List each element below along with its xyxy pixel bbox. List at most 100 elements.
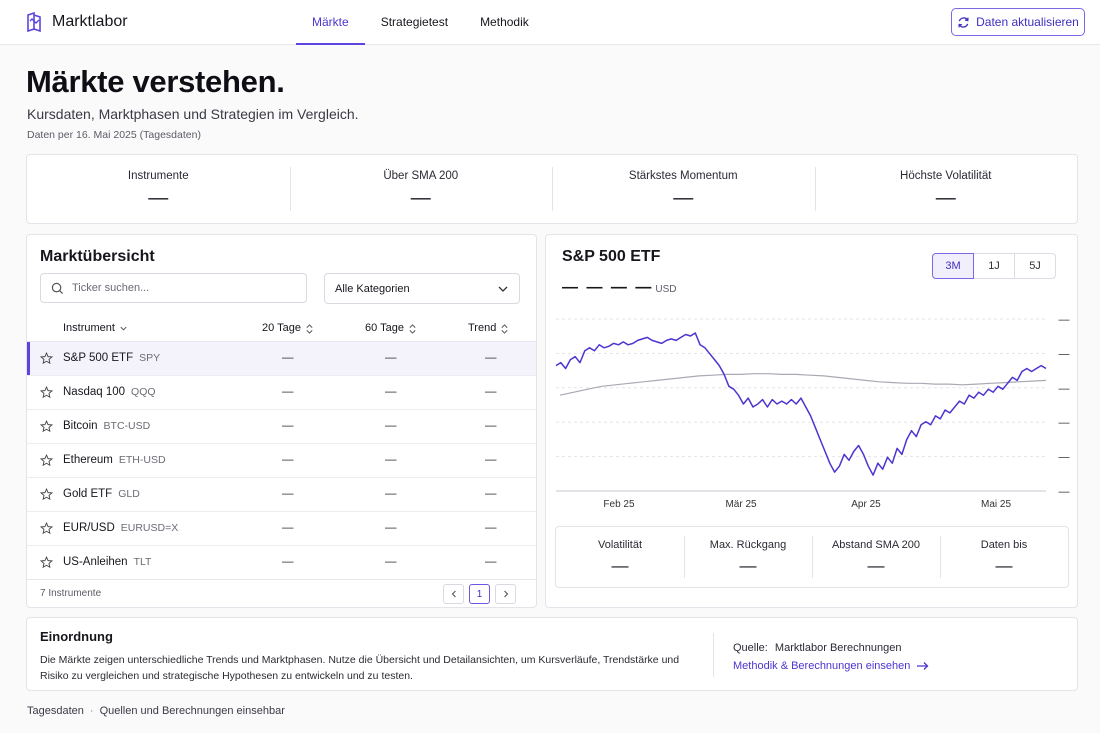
col-20-tage[interactable]: 20 Tage	[262, 315, 314, 342]
market-overview-panel: Marktübersicht Alle Kategorien Instrumen…	[26, 234, 537, 608]
kpi-label: Höchste Volatilität	[900, 170, 992, 182]
x-tick-label: Feb 25	[603, 499, 635, 510]
refresh-label: Daten aktualisieren	[976, 15, 1079, 29]
next-page-button[interactable]	[495, 584, 516, 604]
footer-sources: Quellen und Berechnungen einsehbar	[99, 705, 285, 717]
col-label: Instrument	[63, 322, 115, 334]
stat-daten-bis: Daten bis —	[940, 527, 1068, 587]
chevron-down-icon	[498, 286, 508, 292]
logo-icon	[27, 12, 41, 32]
nav-tabs: Märkte Strategietest Methodik	[296, 0, 545, 45]
tab-maerkte[interactable]: Märkte	[296, 0, 365, 45]
y-tick-label: —	[1059, 452, 1070, 464]
range-1j-button[interactable]: 1J	[973, 253, 1015, 279]
tab-strategietest[interactable]: Strategietest	[380, 15, 449, 29]
cell-20-tage: —	[282, 454, 294, 466]
chevron-right-icon	[503, 590, 508, 598]
x-tick-label: Apr 25	[851, 499, 881, 510]
price-currency: USD	[655, 284, 677, 295]
cell-trend: —	[485, 454, 497, 466]
cell-60-tage: —	[385, 386, 397, 398]
category-select[interactable]: Alle Kategorien	[324, 273, 520, 304]
sort-icon	[306, 323, 313, 334]
cell-60-tage: —	[385, 522, 397, 534]
col-label: Trend	[468, 322, 497, 334]
y-tick-label: —	[1059, 486, 1070, 498]
instrument-count: 7 Instrumente	[40, 588, 102, 599]
cell-20-tage: —	[282, 386, 294, 398]
stat-value: —	[611, 556, 629, 575]
brand-name: Marktlabor	[52, 13, 128, 30]
col-trend[interactable]: Trend	[468, 315, 509, 342]
col-label: 60 Tage	[365, 322, 404, 334]
page-button-1[interactable]: 1	[469, 584, 490, 604]
stat-label: Max. Rückgang	[709, 539, 787, 551]
y-tick-label: —	[1059, 417, 1070, 429]
table-row[interactable]: EUR/USD EURUSD=X — — —	[27, 512, 536, 546]
sort-icon	[409, 323, 416, 334]
instrument-ticker: QQQ	[131, 386, 156, 398]
price-chart[interactable]: — — — — — — Feb 25 Mär 25 Apr 25 Mai 25	[546, 305, 1077, 515]
context-text: Die Märkte zeigen unterschiedliche Trend…	[40, 654, 680, 682]
detail-stats: Volatilität — Max. Rückgang — Abstand SM…	[555, 526, 1069, 588]
star-icon[interactable]	[40, 454, 53, 467]
search-icon	[51, 282, 64, 294]
range-3m-button[interactable]: 3M	[932, 253, 974, 279]
stat-label: Daten bis	[980, 539, 1028, 551]
table-header: Instrument 20 Tage 60 Tage Trend	[27, 315, 536, 342]
star-icon[interactable]	[40, 386, 53, 399]
col-instrument[interactable]: Instrument	[63, 315, 128, 342]
cell-trend: —	[485, 556, 497, 568]
cell-60-tage: —	[385, 352, 397, 364]
range-5j-button[interactable]: 5J	[1014, 253, 1056, 279]
brand[interactable]: Marktlabor	[26, 12, 128, 32]
cell-trend: —	[485, 522, 497, 534]
instrument-name: S&P 500 ETF SPY	[63, 352, 160, 364]
stat-value: —	[739, 556, 757, 575]
kpi-value: —	[673, 187, 694, 209]
page-subtitle: Kursdaten, Marktphasen und Strategien im…	[27, 106, 359, 122]
stat-max-rueckgang: Max. Rückgang —	[684, 527, 812, 587]
table-row[interactable]: Gold ETF GLD — — —	[27, 478, 536, 512]
methodik-link[interactable]: Methodik & Berechnungen einsehen	[733, 660, 929, 672]
cell-20-tage: —	[282, 420, 294, 432]
footer-separator: ·	[89, 705, 94, 717]
table-row[interactable]: Nasdaq 100 QQQ — — —	[27, 376, 536, 410]
table-row[interactable]: US-Anleihen TLT — — —	[27, 546, 536, 580]
instrument-ticker: BTC-USD	[103, 420, 151, 432]
source-value: Marktlabor Berechnungen	[774, 642, 902, 654]
ticker-search[interactable]	[40, 273, 307, 303]
star-icon[interactable]	[40, 420, 53, 433]
instrument-ticker: ETH-USD	[118, 454, 166, 466]
y-tick-label: —	[1059, 314, 1070, 326]
tab-methodik[interactable]: Methodik	[480, 15, 529, 29]
detail-chart-panel: S&P 500 ETF — — — — USD 3M 1J 5J — — — — — — Fe…	[545, 234, 1078, 608]
instrument-name: EUR/USD EURUSD=X	[63, 522, 178, 534]
instrument-label: Bitcoin	[63, 420, 98, 432]
col-60-tage[interactable]: 60 Tage	[365, 315, 417, 342]
star-icon[interactable]	[40, 556, 53, 569]
kpi-label: Über SMA 200	[383, 170, 459, 182]
instrument-ticker: GLD	[118, 488, 140, 500]
top-nav: Marktlabor Märkte Strategietest Methodik…	[0, 0, 1100, 45]
instrument-name: Ethereum ETH-USD	[63, 454, 166, 466]
ticker-search-input[interactable]	[72, 282, 292, 294]
refresh-data-button[interactable]: Daten aktualisieren	[951, 8, 1085, 36]
star-icon[interactable]	[40, 352, 53, 365]
context-title: Einordnung	[40, 629, 113, 644]
table-row[interactable]: S&P 500 ETF SPY — — —	[27, 342, 536, 376]
cell-20-tage: —	[282, 488, 294, 500]
star-icon[interactable]	[40, 488, 53, 501]
instrument-label: Ethereum	[63, 454, 113, 466]
divider	[713, 633, 714, 677]
cell-20-tage: —	[282, 556, 294, 568]
kpi-ueber-sma200: Über SMA 200 —	[289, 155, 553, 223]
kpi-momentum: Stärkstes Momentum —	[552, 155, 815, 223]
star-icon[interactable]	[40, 522, 53, 535]
table-row[interactable]: Ethereum ETH-USD — — —	[27, 444, 536, 478]
prev-page-button[interactable]	[443, 584, 464, 604]
methodik-link-label: Methodik & Berechnungen einsehen	[733, 660, 911, 672]
table-row[interactable]: Bitcoin BTC-USD — — —	[27, 410, 536, 444]
stat-volatilitaet: Volatilität —	[556, 527, 684, 587]
market-overview-title: Marktübersicht	[40, 248, 155, 265]
